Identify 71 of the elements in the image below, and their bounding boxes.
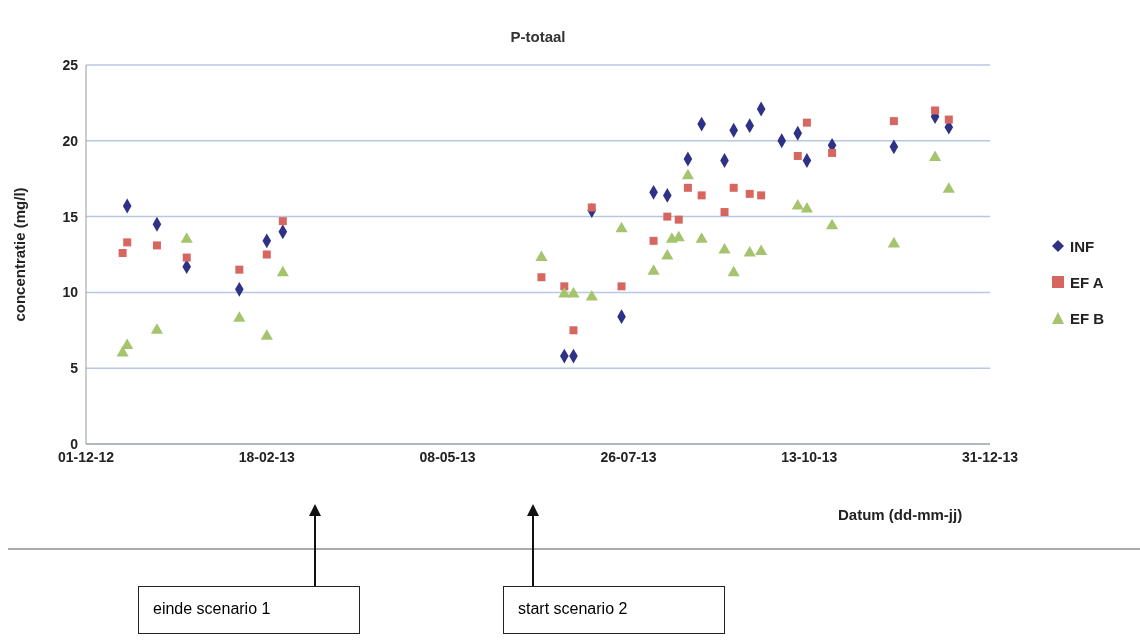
point: [800, 202, 813, 213]
point: [262, 250, 271, 259]
chart-title: P-totaal: [509, 28, 567, 45]
point: [791, 198, 804, 210]
point: [928, 150, 942, 161]
point: [887, 236, 900, 248]
point: [944, 115, 953, 124]
legend-label: EF A: [1069, 272, 1105, 293]
point: [121, 338, 134, 349]
point: [727, 265, 740, 277]
point: [663, 212, 672, 221]
point: [697, 191, 706, 200]
point: [718, 242, 731, 254]
legend-label: EF B: [1069, 308, 1105, 329]
y-tick-label: 5: [70, 360, 79, 377]
point: [720, 208, 729, 217]
point: [942, 182, 955, 193]
point: [889, 117, 898, 126]
point: [665, 232, 678, 243]
point: [757, 191, 766, 200]
legend-label: INF: [1069, 236, 1096, 257]
x-axis-title: Datum (dd-mm-jj): [838, 506, 963, 523]
point: [743, 245, 756, 257]
point: [537, 273, 546, 282]
point: [560, 282, 569, 291]
point: [116, 346, 129, 357]
point: [931, 106, 940, 115]
y-tick-label: 25: [62, 56, 79, 73]
point: [729, 183, 738, 192]
y-axis-title: concentratie (mg/l): [11, 187, 29, 322]
point: [233, 311, 246, 322]
point: [235, 265, 244, 274]
point: [118, 248, 127, 257]
point: [535, 250, 548, 262]
y-tick-label: 15: [62, 208, 79, 225]
point: [617, 282, 626, 291]
y-tick-label: 10: [62, 284, 79, 301]
point: [647, 264, 660, 275]
x-tick-label: 08-05-13: [419, 448, 476, 465]
point: [828, 148, 837, 157]
text: einde scenario 1: [138, 586, 360, 634]
point: [826, 218, 839, 230]
point: [802, 118, 811, 127]
x-tick-label: 31-12-13: [961, 448, 1019, 465]
point: [567, 286, 580, 298]
point: [649, 236, 658, 245]
x-tick-label: 26-07-13: [600, 448, 657, 465]
point: [182, 253, 191, 262]
point: [661, 249, 674, 260]
point: [585, 289, 598, 301]
point: [615, 221, 628, 233]
point: [683, 183, 692, 192]
point: [260, 329, 273, 340]
x-tick-label: 18-02-13: [238, 448, 296, 465]
point: [150, 323, 164, 334]
point: [276, 265, 289, 277]
y-tick-label: 20: [62, 132, 79, 149]
text: start scenario 2: [503, 586, 725, 634]
point: [755, 244, 768, 255]
point: [180, 232, 193, 243]
point: [278, 217, 287, 226]
point: [569, 326, 578, 335]
point: [587, 203, 596, 212]
point: [793, 151, 802, 160]
point: [674, 215, 683, 224]
point: [152, 241, 161, 250]
point: [681, 168, 694, 180]
point: [745, 189, 754, 198]
point: [123, 238, 132, 247]
x-tick-label: 13-10-13: [781, 448, 838, 465]
point: [695, 232, 708, 243]
